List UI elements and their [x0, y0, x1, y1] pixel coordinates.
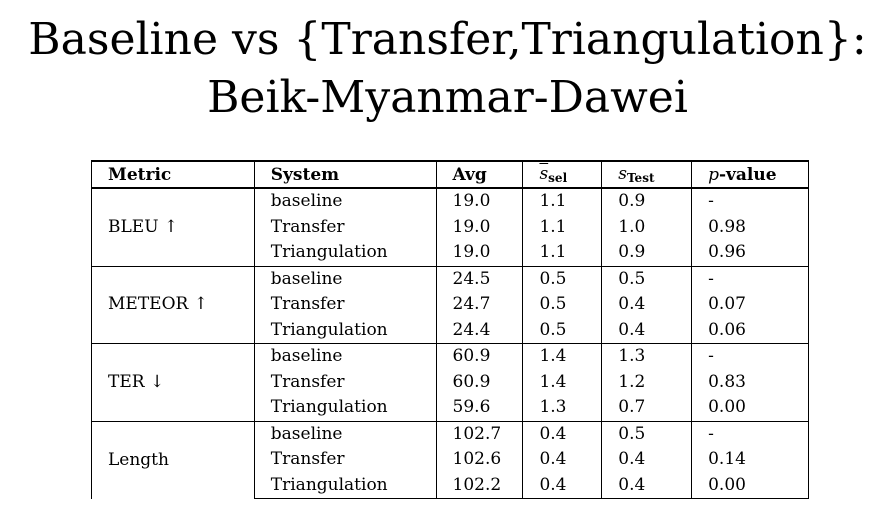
s-sel-cell: 1.4: [522, 369, 603, 395]
header-s-sel-subscript: sel: [548, 171, 568, 185]
s-sel-cell: 0.5: [522, 292, 603, 318]
s-sel-cell: 0.5: [522, 317, 603, 344]
s-sel-cell: 0.4: [522, 472, 603, 499]
table-row: Transfer 60.9 1.4 1.2 0.83: [92, 369, 809, 395]
s-test-cell: 1.0: [601, 214, 693, 240]
table-row: Transfer 24.7 0.5 0.4 0.07: [92, 292, 809, 318]
table-row: Triangulation 102.2 0.4 0.4 0.00: [92, 472, 809, 499]
table-row: TER ↓ baseline 60.9 1.4 1.3-: [91, 343, 809, 421]
header-metric: Metric: [91, 160, 255, 189]
table-body: BLEU ↑ baseline 19.0 1.1 0.9- Transfer 19.0 1.1…: [91, 188, 809, 499]
p-value-cell: 0.83: [691, 369, 809, 395]
avg-cell: 102.6: [435, 447, 524, 473]
header-avg: Avg: [435, 160, 524, 189]
avg-cell: 24.5: [435, 265, 524, 292]
metric-cell: TER ↓: [91, 343, 255, 421]
s-test-cell: 0.4: [601, 292, 693, 318]
s-test-cell: 0.4: [601, 447, 693, 473]
metric-cell: BLEU ↑: [91, 188, 255, 266]
header-s-test: sTest: [601, 160, 693, 189]
header-p-value: p-value: [691, 160, 809, 189]
s-sel-cell: 1.1: [522, 214, 603, 240]
p-value-cell: -: [691, 420, 809, 447]
metric-cell: Length: [91, 420, 255, 499]
s-sel-cell: 1.3: [522, 395, 603, 422]
s-sel-cell: 1.1: [522, 240, 603, 267]
system-cell: baseline: [253, 420, 437, 447]
system-cell: Transfer: [253, 214, 437, 240]
system-cell: Triangulation: [253, 240, 437, 267]
s-test-cell: 0.5: [601, 420, 693, 447]
avg-cell: 24.4: [435, 317, 524, 344]
p-value-cell: 0.98: [691, 214, 809, 240]
p-value-cell: 0.07: [691, 292, 809, 318]
p-value-cell: 0.00: [691, 472, 809, 499]
avg-cell: 60.9: [435, 369, 524, 395]
s-sel-cell: 1.4: [522, 343, 603, 370]
system-cell: baseline: [253, 188, 437, 215]
s-test-cell: 1.2: [601, 369, 693, 395]
table-header-row: Metric System Avg ssel sTest p-value: [91, 160, 809, 189]
p-value-cell: 0.14: [691, 447, 809, 473]
system-cell: Transfer: [253, 369, 437, 395]
p-value-cell: 0.96: [691, 240, 809, 267]
header-p-value-suffix: -value: [718, 164, 777, 185]
table-row: BLEU ↑ baseline 19.0 1.1 0.9-: [91, 188, 809, 266]
table-row: Transfer 102.6 0.4 0.4 0.14: [92, 447, 809, 473]
s-test-cell: 0.5: [601, 265, 693, 292]
header-p-symbol: p: [708, 164, 719, 185]
system-cell: Triangulation: [253, 472, 437, 499]
s-test-cell: 0.9: [601, 188, 693, 215]
system-cell: baseline: [253, 343, 437, 370]
avg-cell: 102.2: [435, 472, 524, 499]
p-value-cell: -: [691, 265, 809, 292]
table-row: Triangulation 19.0 1.1 0.9 0.96: [92, 240, 809, 267]
system-cell: Triangulation: [253, 395, 437, 422]
system-cell: Transfer: [253, 447, 437, 473]
system-cell: baseline: [253, 265, 437, 292]
p-value-cell: 0.00: [691, 395, 809, 422]
table-row: Length baseline 102.7 0.4 0.5-: [91, 420, 809, 499]
table-row: METEOR ↑ baseline 24.5 0.5 0.5-: [91, 265, 809, 344]
page-title-line-1: Baseline vs {Transfer,Triangulation}:: [28, 14, 867, 65]
s-test-cell: 0.7: [601, 395, 693, 422]
avg-cell: 59.6: [435, 395, 524, 422]
p-value-cell: -: [691, 343, 809, 370]
s-sel-cell: 0.4: [522, 420, 603, 447]
results-table: Metric System Avg ssel sTest p-value BLE…: [91, 160, 809, 499]
avg-cell: 24.7: [435, 292, 524, 318]
table-row: Transfer 19.0 1.1 1.0 0.98: [92, 214, 809, 240]
s-test-cell: 0.9: [601, 240, 693, 267]
header-system: System: [253, 160, 437, 189]
avg-cell: 102.7: [435, 420, 524, 447]
header-s-test-symbol: s: [618, 164, 627, 184]
p-value-cell: 0.06: [691, 317, 809, 344]
s-sel-cell: 1.1: [522, 188, 603, 215]
metric-cell: METEOR ↑: [91, 265, 255, 344]
table-row: Triangulation 24.4 0.5 0.4 0.06: [92, 317, 809, 344]
avg-cell: 19.0: [435, 188, 524, 215]
s-test-cell: 1.3: [601, 343, 693, 370]
header-s-sel-symbol: s: [539, 164, 549, 184]
avg-cell: 19.0: [435, 240, 524, 267]
s-sel-cell: 0.5: [522, 265, 603, 292]
s-sel-cell: 0.4: [522, 447, 603, 473]
header-s-test-subscript: Test: [627, 171, 655, 185]
p-value-cell: -: [691, 188, 809, 215]
page-title-line-2: Beik-Myanmar-Dawei: [207, 72, 688, 123]
s-test-cell: 0.4: [601, 472, 693, 499]
avg-cell: 19.0: [435, 214, 524, 240]
header-s-sel: ssel: [522, 160, 603, 189]
avg-cell: 60.9: [435, 343, 524, 370]
system-cell: Triangulation: [253, 317, 437, 344]
s-test-cell: 0.4: [601, 317, 693, 344]
system-cell: Transfer: [253, 292, 437, 318]
